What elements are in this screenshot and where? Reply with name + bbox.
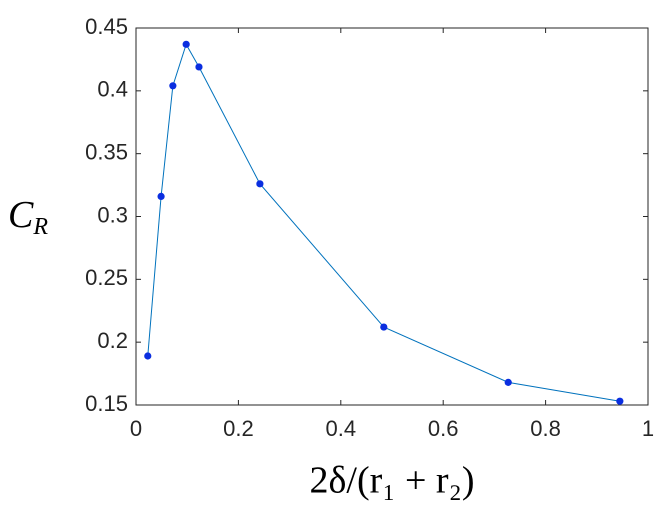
data-point (169, 82, 177, 90)
data-line (147, 43, 620, 402)
data-point (182, 40, 190, 48)
x-tick-label: 0 (130, 416, 142, 441)
y-tick-label: 0.4 (97, 77, 128, 102)
y-tick-label: 0.25 (85, 265, 128, 290)
y-axis-label-main: C (8, 194, 34, 236)
x-tick-label: 0.8 (530, 416, 561, 441)
y-tick-label: 0.35 (85, 139, 128, 164)
axes-box (135, 27, 649, 406)
y-axis-label-sub: R (32, 214, 48, 240)
data-point (380, 323, 388, 331)
x-tick-label: 0.2 (223, 416, 254, 441)
x-tick-label: 1 (642, 416, 654, 441)
data-point (195, 63, 203, 71)
y-axis-label: CR (8, 194, 48, 240)
data-point (256, 180, 264, 188)
x-tick-label: 0.4 (326, 416, 357, 441)
data-point (616, 397, 624, 405)
y-tick-label: 0.3 (97, 202, 128, 227)
data-point (157, 192, 165, 200)
x-tick-label: 0.6 (428, 416, 459, 441)
y-tick-label: 0.15 (85, 391, 128, 416)
y-tick-label: 0.45 (85, 14, 128, 39)
data-point (144, 352, 152, 360)
x-axis-label: 2δ/(r₁ + r₂) (309, 460, 474, 502)
y-tick-label: 0.2 (97, 328, 128, 353)
data-point (504, 378, 512, 386)
